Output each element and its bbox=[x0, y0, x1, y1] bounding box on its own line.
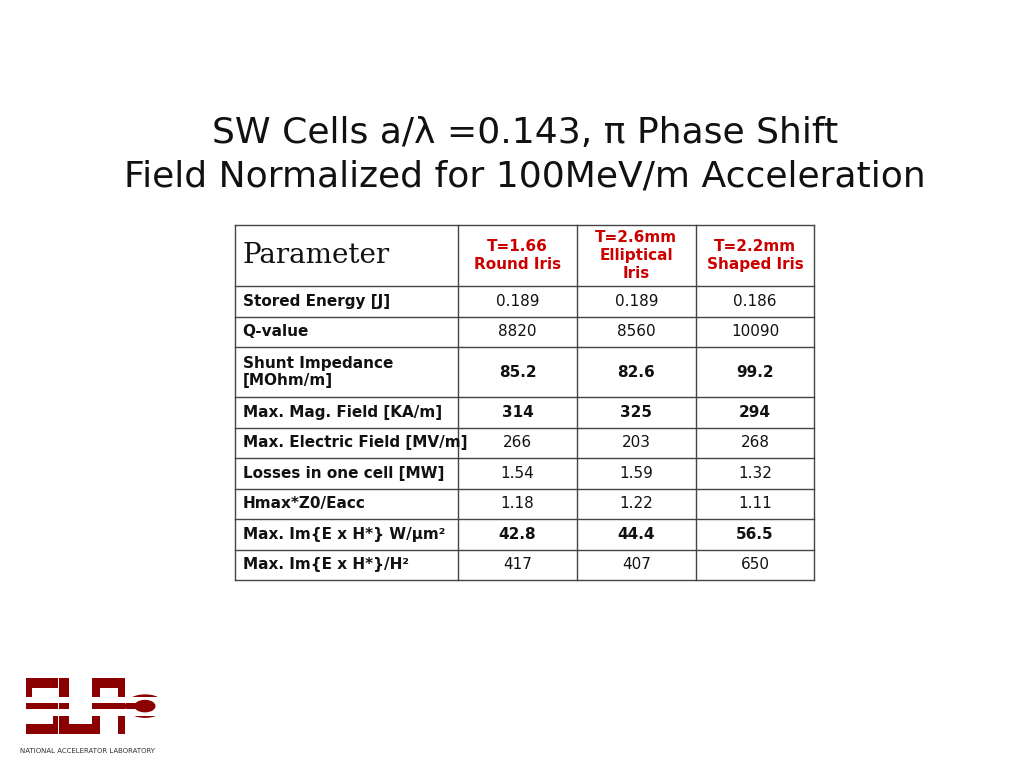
Text: 266: 266 bbox=[503, 435, 532, 450]
Text: 44.4: 44.4 bbox=[617, 527, 655, 541]
Text: 56.5: 56.5 bbox=[736, 527, 774, 541]
Text: SW Cells a/λ =0.143, π Phase Shift
Field Normalized for 100MeV/m Acceleration: SW Cells a/λ =0.143, π Phase Shift Field… bbox=[124, 116, 926, 194]
Bar bbox=[59, 724, 91, 734]
Text: Max. Electric Field [MV/m]: Max. Electric Field [MV/m] bbox=[243, 435, 467, 450]
Text: 203: 203 bbox=[622, 435, 651, 450]
Text: 314: 314 bbox=[502, 405, 534, 420]
Text: Shunt Impedance
[MOhm/m]: Shunt Impedance [MOhm/m] bbox=[243, 356, 393, 389]
Text: 417: 417 bbox=[503, 558, 532, 572]
Text: Losses in one cell [MW]: Losses in one cell [MW] bbox=[243, 466, 444, 481]
Text: 85.2: 85.2 bbox=[499, 365, 537, 379]
Text: Stored Energy [J]: Stored Energy [J] bbox=[243, 294, 390, 309]
Text: 1.32: 1.32 bbox=[738, 466, 772, 481]
Text: 0.189: 0.189 bbox=[614, 294, 658, 309]
Bar bbox=[52, 706, 58, 734]
Bar bbox=[27, 701, 58, 711]
Bar bbox=[27, 678, 32, 706]
Text: 268: 268 bbox=[740, 435, 770, 450]
Text: 407: 407 bbox=[622, 558, 651, 572]
Text: T=2.2mm
Shaped Iris: T=2.2mm Shaped Iris bbox=[707, 239, 804, 272]
Bar bbox=[92, 678, 125, 688]
Text: Max. Mag. Field [KA/m]: Max. Mag. Field [KA/m] bbox=[243, 405, 441, 420]
Circle shape bbox=[135, 700, 155, 712]
Bar bbox=[27, 724, 58, 734]
Bar bbox=[118, 678, 125, 734]
Text: 650: 650 bbox=[740, 558, 770, 572]
Bar bbox=[27, 678, 58, 688]
Text: T=2.6mm
Elliptical
Iris: T=2.6mm Elliptical Iris bbox=[595, 230, 678, 281]
Text: Parameter: Parameter bbox=[243, 242, 390, 270]
Bar bbox=[92, 678, 99, 734]
Bar bbox=[92, 701, 125, 711]
Text: 8560: 8560 bbox=[617, 324, 655, 339]
Text: 0.186: 0.186 bbox=[733, 294, 777, 309]
Text: 0.189: 0.189 bbox=[496, 294, 540, 309]
Bar bbox=[59, 678, 69, 734]
Bar bbox=[27, 697, 161, 703]
Text: Max. Im{E x H*} W/μm²: Max. Im{E x H*} W/μm² bbox=[243, 527, 445, 541]
Text: NATIONAL ACCELERATOR LABORATORY: NATIONAL ACCELERATOR LABORATORY bbox=[20, 748, 156, 754]
Text: 1.54: 1.54 bbox=[501, 466, 535, 481]
Text: T=1.66
Round Iris: T=1.66 Round Iris bbox=[474, 239, 561, 272]
Text: 10090: 10090 bbox=[731, 324, 779, 339]
Text: 82.6: 82.6 bbox=[617, 365, 655, 379]
Text: 1.11: 1.11 bbox=[738, 496, 772, 511]
Text: Q-value: Q-value bbox=[243, 324, 309, 339]
Bar bbox=[27, 709, 161, 716]
Text: Hmax*Z0/Eacc: Hmax*Z0/Eacc bbox=[243, 496, 366, 511]
Text: 1.22: 1.22 bbox=[620, 496, 653, 511]
Polygon shape bbox=[126, 695, 160, 717]
Text: 1.59: 1.59 bbox=[620, 466, 653, 481]
Text: 294: 294 bbox=[739, 405, 771, 420]
Text: 325: 325 bbox=[621, 405, 652, 420]
Text: 99.2: 99.2 bbox=[736, 365, 774, 379]
Text: 42.8: 42.8 bbox=[499, 527, 537, 541]
Text: Max. Im{E x H*}/H²: Max. Im{E x H*}/H² bbox=[243, 558, 409, 572]
Text: 8820: 8820 bbox=[499, 324, 537, 339]
Text: 1.18: 1.18 bbox=[501, 496, 535, 511]
